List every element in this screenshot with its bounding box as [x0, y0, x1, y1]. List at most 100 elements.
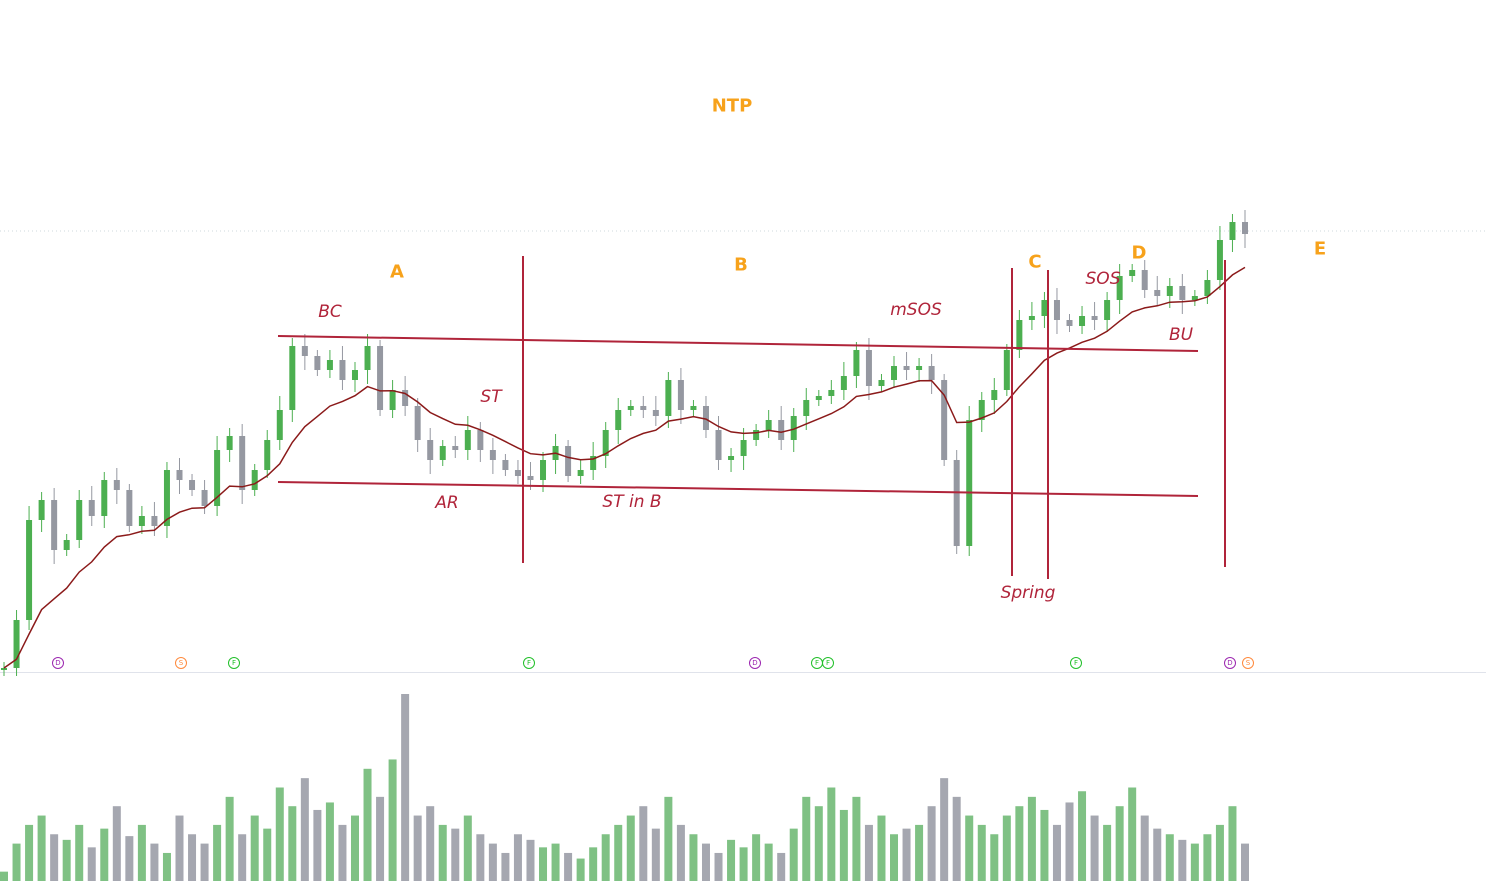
candle[interactable]: [439, 440, 446, 466]
candle[interactable]: [1191, 290, 1198, 306]
candle[interactable]: [1079, 306, 1086, 334]
split-marker[interactable]: S: [1242, 657, 1254, 669]
candle[interactable]: [1179, 274, 1186, 314]
candle[interactable]: [1091, 302, 1098, 330]
candle[interactable]: [351, 362, 358, 392]
candle[interactable]: [126, 484, 133, 532]
candle[interactable]: [477, 422, 484, 462]
financials-marker[interactable]: F: [822, 657, 834, 669]
candle[interactable]: [753, 424, 760, 446]
candle[interactable]: [765, 410, 772, 438]
candle[interactable]: [853, 342, 860, 388]
candle[interactable]: [790, 408, 797, 452]
candle[interactable]: [565, 440, 572, 482]
candle[interactable]: [402, 376, 409, 416]
candle[interactable]: [815, 390, 822, 406]
candle[interactable]: [214, 436, 221, 516]
candle[interactable]: [389, 380, 396, 418]
candle[interactable]: [113, 468, 120, 504]
candle[interactable]: [991, 378, 998, 414]
candle[interactable]: [828, 380, 835, 404]
financials-marker[interactable]: F: [523, 657, 535, 669]
candle[interactable]: [452, 436, 459, 458]
candle[interactable]: [489, 438, 496, 474]
candle[interactable]: [63, 534, 70, 556]
candle[interactable]: [201, 480, 208, 514]
candle[interactable]: [577, 460, 584, 484]
candle[interactable]: [941, 374, 948, 466]
candle[interactable]: [652, 396, 659, 426]
candle[interactable]: [502, 454, 509, 476]
candle[interactable]: [88, 486, 95, 526]
candle[interactable]: [1216, 226, 1223, 290]
candle[interactable]: [740, 428, 747, 470]
candle[interactable]: [602, 422, 609, 468]
candle[interactable]: [226, 428, 233, 462]
candle[interactable]: [289, 338, 296, 422]
candle[interactable]: [1104, 292, 1111, 332]
candle[interactable]: [276, 396, 283, 450]
candle[interactable]: [728, 448, 735, 472]
candle[interactable]: [1053, 288, 1060, 334]
candle[interactable]: [51, 488, 58, 564]
candle[interactable]: [464, 416, 471, 460]
candle[interactable]: [803, 388, 810, 430]
candle[interactable]: [1066, 314, 1073, 332]
candle[interactable]: [364, 334, 371, 384]
candle[interactable]: [414, 398, 421, 452]
candle[interactable]: [590, 442, 597, 480]
candle[interactable]: [326, 350, 333, 378]
candle[interactable]: [953, 450, 960, 554]
candle[interactable]: [978, 392, 985, 432]
dividend-marker[interactable]: D: [749, 657, 761, 669]
candle[interactable]: [916, 358, 923, 382]
financials-marker[interactable]: F: [228, 657, 240, 669]
candle[interactable]: [690, 400, 697, 416]
candle[interactable]: [1116, 264, 1123, 314]
candle[interactable]: [1028, 302, 1035, 330]
financials-marker[interactable]: F: [1070, 657, 1082, 669]
candle[interactable]: [878, 374, 885, 392]
candle[interactable]: [1, 662, 7, 676]
candle[interactable]: [176, 458, 183, 494]
candle[interactable]: [38, 492, 45, 532]
candle[interactable]: [966, 406, 973, 556]
candle[interactable]: [76, 490, 83, 548]
candle[interactable]: [627, 400, 634, 416]
candle[interactable]: [1016, 310, 1023, 358]
candle[interactable]: [903, 352, 910, 380]
candle[interactable]: [1204, 270, 1211, 304]
candle[interactable]: [1129, 264, 1136, 282]
candle[interactable]: [1003, 344, 1010, 396]
candle[interactable]: [778, 406, 785, 450]
candle[interactable]: [640, 396, 647, 418]
candle[interactable]: [1242, 210, 1248, 248]
candle[interactable]: [13, 610, 20, 676]
candle[interactable]: [427, 428, 434, 474]
dividend-marker[interactable]: D: [52, 657, 64, 669]
candle[interactable]: [339, 346, 346, 390]
candle[interactable]: [163, 462, 170, 538]
candle[interactable]: [665, 372, 672, 428]
candle[interactable]: [301, 334, 308, 370]
split-marker[interactable]: S: [175, 657, 187, 669]
candle[interactable]: [1229, 214, 1236, 252]
candle[interactable]: [189, 474, 196, 496]
candle[interactable]: [314, 350, 321, 376]
candle[interactable]: [1166, 278, 1173, 308]
dividend-marker[interactable]: D: [1224, 657, 1236, 669]
candle[interactable]: [138, 506, 145, 534]
candle[interactable]: [377, 340, 384, 416]
candle[interactable]: [1154, 276, 1161, 306]
candle[interactable]: [840, 362, 847, 400]
candle[interactable]: [101, 472, 108, 528]
candle[interactable]: [264, 430, 271, 478]
candle[interactable]: [514, 460, 521, 484]
candle[interactable]: [891, 356, 898, 388]
candle[interactable]: [26, 506, 33, 630]
candle[interactable]: [239, 424, 246, 504]
candle[interactable]: [615, 398, 622, 444]
candle[interactable]: [677, 368, 684, 424]
candle[interactable]: [715, 416, 722, 470]
